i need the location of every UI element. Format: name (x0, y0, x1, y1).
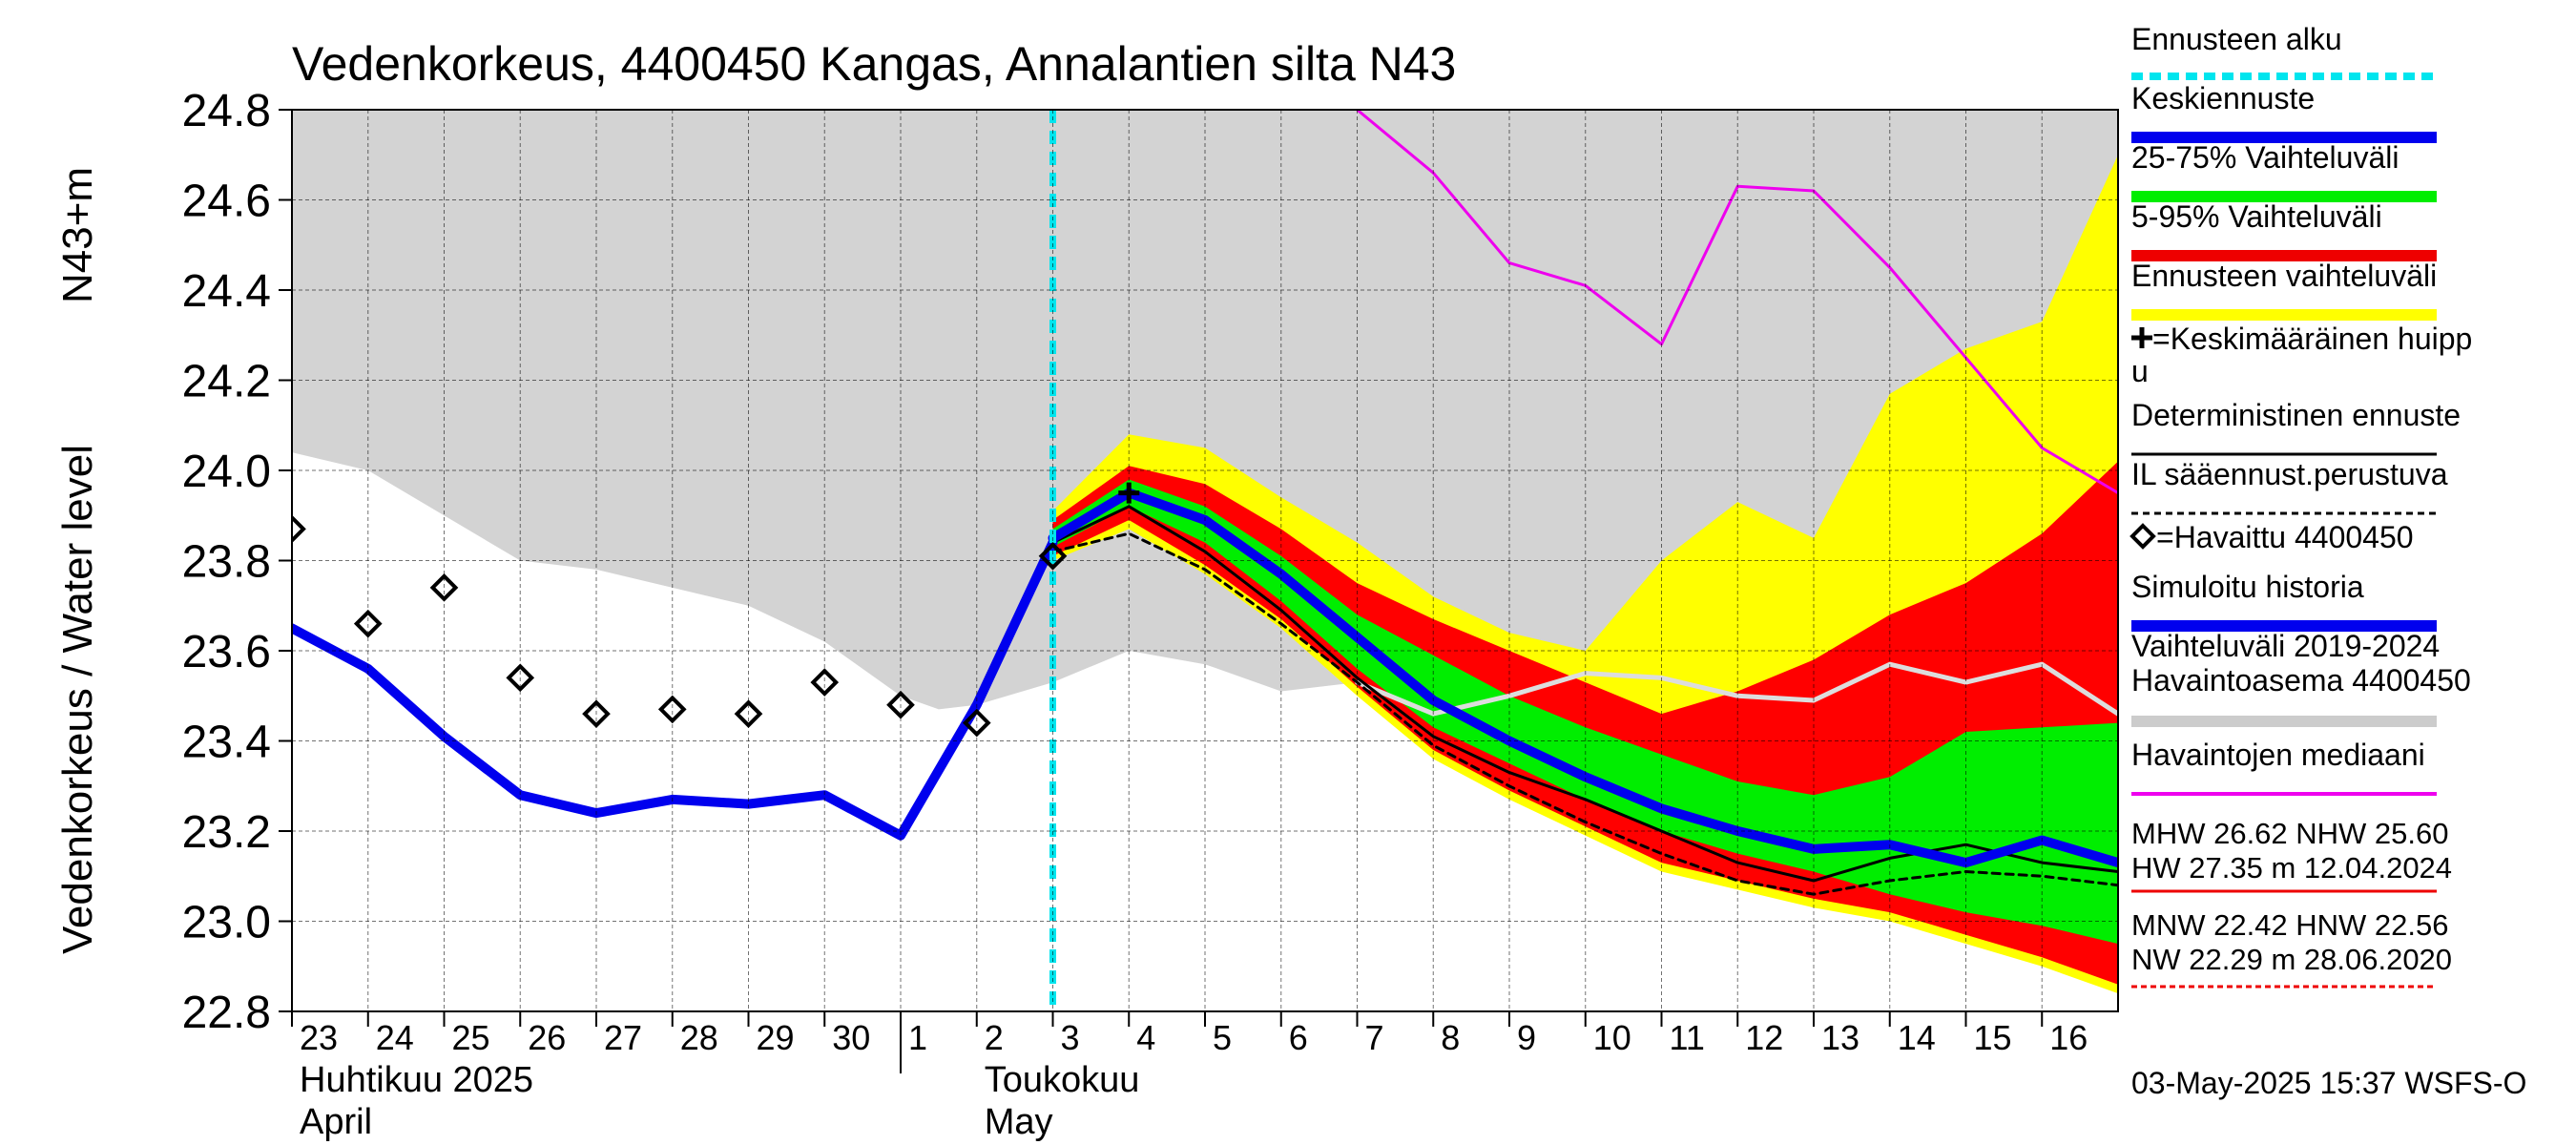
month-label: Toukokuu (985, 1060, 1140, 1100)
x-tick-label: 8 (1441, 1018, 1460, 1057)
legend-label-25-75-vaihteluvali: 25-75% Vaihteluväli (2131, 140, 2399, 175)
x-tick-label: 12 (1745, 1018, 1783, 1057)
month-label-english: May (985, 1102, 1053, 1142)
observed-point (506, 663, 535, 693)
legend-label-il-saaennust-perustuva: IL sääennust.perustuva (2131, 457, 2448, 491)
x-tick-label: 15 (1974, 1018, 2012, 1057)
y-tick-label: 23.4 (182, 718, 271, 768)
x-tick-label: 5 (1213, 1018, 1232, 1057)
y-tick-label: 24.4 (182, 266, 271, 317)
x-tick-label: 1 (908, 1018, 927, 1057)
y-tick-label: 24.6 (182, 177, 271, 227)
y-tick-label: 22.8 (182, 988, 271, 1038)
legend-label-keskimaarainen-huipp: =Keskimääräinen huipp (2152, 322, 2472, 356)
legend-label-deterministinen-ennuste: Deterministinen ennuste (2131, 398, 2461, 432)
x-tick-label: 27 (604, 1018, 642, 1057)
legend-label-havaintojen-mediaani: Havaintojen mediaani (2131, 738, 2425, 772)
stats-low-line2: NW 22.29 m 28.06.2020 (2131, 943, 2452, 976)
y-tick-label: 23.0 (182, 898, 271, 948)
x-tick-label: 13 (1821, 1018, 1859, 1057)
y-tick-label: 23.6 (182, 627, 271, 677)
legend-label-5-95-vaihteluvali: 5-95% Vaihteluväli (2131, 199, 2382, 234)
legend-label-vaihteluvali-2019-2024-cont: Havaintoasema 4400450 (2131, 663, 2471, 697)
observed-point (657, 695, 687, 724)
y-axis-unit-label: N43+m (54, 167, 101, 303)
x-tick-label: 6 (1289, 1018, 1308, 1057)
stats-high-line2: HW 27.35 m 12.04.2024 (2131, 851, 2452, 885)
x-tick-label: 4 (1136, 1018, 1155, 1057)
y-tick-label: 24.2 (182, 357, 271, 407)
observed-point (886, 690, 915, 719)
footer-timestamp: 03-May-2025 15:37 WSFS-O (2131, 1066, 2526, 1100)
legend: Ennusteen alku Keskiennuste 25-75% Vaihtel… (2129, 22, 2472, 796)
chart-title: Vedenkorkeus, 4400450 Kangas, Annalantie… (292, 37, 1456, 91)
x-tick-label: 26 (528, 1018, 566, 1057)
axes: 24.8 24.6 24.4 24.2 24.0 23.8 23.6 23.4 23.2 23.0… (182, 86, 2119, 1142)
x-tick-label: 30 (832, 1018, 870, 1057)
legend-diamond-symbol (2129, 523, 2156, 550)
x-tick-label: 28 (680, 1018, 718, 1057)
month-label: Huhtikuu 2025 (300, 1060, 533, 1100)
x-tick-label: 9 (1517, 1018, 1536, 1057)
y-tick-label: 23.2 (182, 807, 271, 858)
x-tick-label: 3 (1061, 1018, 1080, 1057)
line-keskiennuste (1048, 488, 2118, 868)
x-tick-label: 14 (1898, 1018, 1936, 1057)
x-tick-label: 16 (2049, 1018, 2088, 1057)
line-il-saaennust-perustuva (1051, 531, 2118, 896)
observed-point (353, 609, 383, 638)
legend-label-havaittu-4400450: =Havaittu 4400450 (2156, 520, 2414, 554)
stats-high-line1: MHW 26.62 NHW 25.60 (2131, 817, 2449, 850)
x-tick-label: 29 (757, 1018, 795, 1057)
band-25-75-vaihteluvali (1052, 479, 2118, 945)
y-tick-label: 24.8 (182, 86, 271, 136)
legend-plus-symbol (2131, 327, 2152, 348)
y-tick-label: 23.8 (182, 537, 271, 588)
x-tick-label: 10 (1593, 1018, 1631, 1057)
stats-low-line1: MNW 22.42 HNW 22.56 (2131, 908, 2449, 942)
legend-label-ennusteen-alku: Ennusteen alku (2131, 22, 2342, 56)
legend-label-keskiennuste: Keskiennuste (2131, 81, 2315, 115)
line-mediaani-vaaleanharmaa (1355, 661, 2118, 717)
x-tick-label: 24 (376, 1018, 414, 1057)
x-tick-label: 11 (1670, 1018, 1705, 1057)
legend-label-ennusteen-vaihteluvali: Ennusteen vaihteluväli (2131, 259, 2437, 293)
legend-label-keskimaarainen-huipp-cont: u (2131, 354, 2149, 388)
y-axis-label: Vedenkorkeus / Water level (54, 445, 101, 954)
month-label-english: April (300, 1102, 372, 1142)
legend-label-simuloitu-historia: Simuloitu historia (2131, 570, 2364, 604)
x-tick-label: 23 (300, 1018, 338, 1057)
x-tick-label: 2 (985, 1018, 1004, 1057)
x-tick-label: 25 (452, 1018, 490, 1057)
legend-label-vaihteluvali-2019-2024: Vaihteluväli 2019-2024 (2131, 629, 2440, 663)
observed-point (292, 514, 306, 544)
y-tick-label: 24.0 (182, 447, 271, 497)
x-tick-label: 7 (1365, 1018, 1384, 1057)
